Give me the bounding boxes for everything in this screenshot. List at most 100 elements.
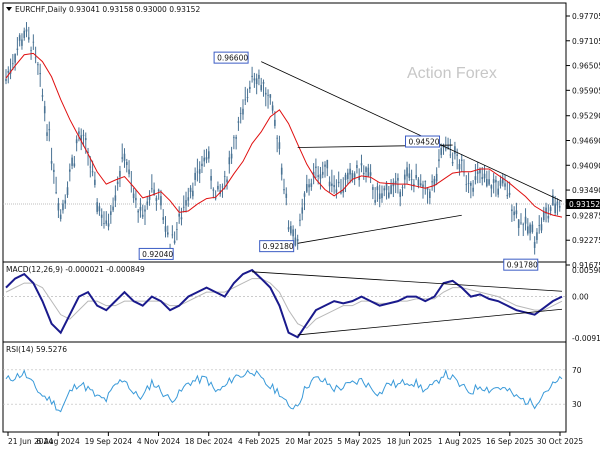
candle-body <box>280 167 283 175</box>
candle-body <box>25 29 28 32</box>
candle-body <box>285 193 288 198</box>
candle-body <box>531 224 534 233</box>
candle-body <box>164 226 167 232</box>
candle-body <box>267 94 269 96</box>
candle-body <box>73 163 76 167</box>
candle-body <box>378 193 381 200</box>
price-annotation-label: 0.91780 <box>507 261 538 270</box>
rsi-tick-label: 30 <box>572 400 582 409</box>
price-tick-label: 0.92875 <box>572 211 600 220</box>
candle-body <box>110 211 112 215</box>
candle-body <box>488 179 490 185</box>
candle-body <box>556 201 559 206</box>
candle-body <box>46 132 48 136</box>
candle-body <box>43 106 46 114</box>
candle-body <box>155 197 158 201</box>
candle-body <box>474 176 477 180</box>
candle-body <box>276 137 278 139</box>
candle-body <box>340 191 342 194</box>
candle-body <box>194 172 196 180</box>
collapse-arrow-icon[interactable] <box>6 7 12 11</box>
price-annotation-box <box>213 51 249 64</box>
candle-body <box>180 217 183 220</box>
candle-body <box>112 206 114 211</box>
candle-body <box>269 94 272 98</box>
price-trendline <box>261 61 563 202</box>
price-annotation-box <box>503 258 539 271</box>
candle-body <box>214 197 217 199</box>
candle-body <box>203 157 206 162</box>
candle-body <box>481 177 484 180</box>
price-annotation-label: 0.96600 <box>217 54 248 63</box>
candle-body <box>324 164 326 167</box>
candle-body <box>128 169 130 175</box>
candle-body <box>554 203 556 214</box>
candle-body <box>547 216 550 219</box>
candle-body <box>390 185 392 194</box>
price-tick-label: 0.97705 <box>572 12 600 21</box>
candle-body <box>144 209 146 212</box>
candle-body <box>244 99 247 101</box>
candle-body <box>82 134 85 136</box>
price-annotation-box <box>405 135 441 148</box>
candle-body <box>253 78 256 81</box>
candle-body <box>132 193 135 199</box>
candle-body <box>333 184 335 188</box>
candle-body <box>406 167 408 177</box>
x-tick-label: 20 Mar 2025 <box>285 437 333 446</box>
candle-body <box>374 200 376 203</box>
candle-body <box>290 225 292 234</box>
candle-body <box>94 179 96 185</box>
candle-body <box>271 105 274 111</box>
candle-body <box>305 184 308 192</box>
candle-body <box>14 53 16 63</box>
candle-body <box>294 237 297 246</box>
candle-body <box>476 171 479 174</box>
candle-body <box>444 148 447 150</box>
candle-body <box>41 95 44 97</box>
candle-body <box>55 192 57 194</box>
candle-body <box>116 181 119 185</box>
price-tick-label: 0.97105 <box>572 37 600 46</box>
candle-body <box>438 159 440 162</box>
candle-body <box>344 174 347 180</box>
candle-body <box>337 181 340 184</box>
macd-trendline <box>297 308 563 336</box>
candle-body <box>192 190 194 197</box>
candle-body <box>27 37 30 40</box>
candle-body <box>413 183 415 187</box>
candle-body <box>536 232 538 240</box>
candle-body <box>130 184 133 186</box>
moving-average-layer <box>5 52 563 218</box>
candle-body <box>189 187 192 192</box>
candle-body <box>360 163 363 166</box>
candle-body <box>454 146 456 154</box>
price-annotation-box <box>138 247 174 260</box>
candle-body <box>71 157 73 166</box>
candle-body <box>16 48 19 50</box>
candle-body <box>176 229 178 230</box>
macd-line <box>5 268 563 339</box>
candle-body <box>540 224 543 231</box>
price-tick-label: 0.95290 <box>572 112 600 121</box>
candle-body <box>226 179 228 183</box>
candle-body <box>64 200 67 204</box>
candle-body <box>515 210 518 215</box>
candle-body <box>549 207 552 211</box>
candle-body <box>403 174 406 180</box>
candle-body <box>433 178 436 186</box>
candle-body <box>362 172 365 175</box>
candle-body <box>490 185 493 189</box>
candle-body <box>201 163 203 167</box>
candle-body <box>121 157 124 159</box>
candle-body <box>146 201 149 205</box>
candle-body <box>260 85 263 91</box>
price-labels-layer: 0.96600 0.94520 0.92040 0.92180 0.91780 <box>138 51 539 271</box>
candle-body <box>296 239 299 242</box>
candle-body <box>151 188 153 190</box>
candle-body <box>367 167 370 177</box>
candle-body <box>511 209 513 212</box>
candle-body <box>171 234 174 236</box>
candle-body <box>422 184 424 188</box>
